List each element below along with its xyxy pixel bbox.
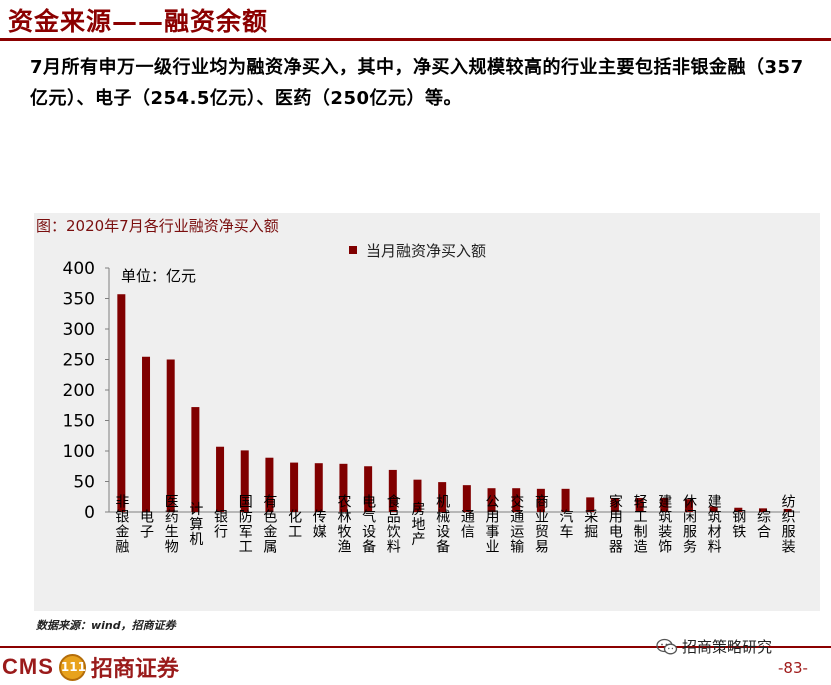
x-tick-label: 房地产 [409,502,425,547]
y-tick-label: 50 [73,473,95,493]
x-tick-label: 休闲服务 [681,494,697,554]
company-logo: CMS 111 招商证券 [2,651,179,683]
x-tick-label: 汽车 [558,509,574,539]
y-tick-label: 0 [84,503,95,523]
bar [783,508,792,512]
x-tick-label: 公用事业 [484,494,500,554]
bar [314,463,323,512]
bar [536,488,545,512]
bar [758,508,767,512]
bar [388,469,397,512]
bar [462,485,471,512]
bar [216,446,225,512]
logo-coin-icon: 111 [58,653,86,681]
x-tick-label: 非银金融 [113,494,129,554]
bar [142,356,151,512]
x-tick-label: 纺织服装 [780,494,796,554]
y-tick-label: 250 [63,351,95,371]
x-tick-label: 化工 [286,509,302,539]
wechat-account-name: 招商策略研究 [682,638,773,656]
page-title: 资金来源——融资余额 [8,7,269,36]
bar [290,462,299,512]
x-tick-label: 商业贸易 [533,494,549,554]
chart-panel [34,213,820,611]
y-tick-label: 100 [63,442,95,462]
x-tick-label: 采掘 [582,509,598,539]
bar [734,507,743,512]
bar [512,488,521,512]
bar [166,359,175,512]
bar [438,482,447,512]
bar [684,499,693,512]
unit-note: 单位：亿元 [121,267,196,285]
x-tick-label: 医药生物 [163,494,179,554]
y-tick-label: 150 [63,412,95,432]
bar [487,488,496,512]
x-tick-label: 计算机 [187,502,203,547]
x-tick-label: 综合 [755,509,771,539]
logo-cms-text: CMS [2,654,54,679]
x-tick-label: 有色金属 [261,494,277,554]
y-tick-label: 350 [63,290,95,310]
x-tick-label: 交通运输 [508,493,524,554]
bar [660,497,669,512]
y-tick-label: 400 [63,259,95,279]
bar [364,466,373,512]
data-source-note: 数据来源：wind，招商证券 [36,619,176,632]
x-tick-label: 机械设备 [434,494,450,554]
x-tick-label: 农林牧渔 [335,494,351,554]
x-tick-label: 国防军工 [237,494,253,554]
bar [635,497,644,512]
bar [240,450,249,512]
bar [709,506,718,512]
x-tick-label: 电子 [138,509,154,539]
x-tick-label: 轻工制造 [632,494,648,554]
bar [191,407,200,512]
x-tick-label: 电气设备 [360,494,376,554]
bar [586,497,595,512]
x-tick-label: 食品饮料 [385,493,401,554]
bar [561,488,570,512]
x-tick-label: 家用电器 [607,493,623,554]
wechat-icon [656,638,678,654]
page-number: -83- [778,659,808,677]
title-divider [0,38,831,41]
chart-title: 图：2020年7月各行业融资净买入额 [36,217,279,235]
wechat-account: 招商策略研究 [656,636,772,657]
bar [117,294,126,512]
y-tick-label: 300 [63,320,95,340]
chart-legend: 当月融资净买入额 [349,240,486,261]
y-tick-label: 200 [63,381,95,401]
legend-swatch [349,245,357,254]
bar [610,497,619,512]
x-tick-label: 银行 [212,509,228,539]
legend-label: 当月融资净买入额 [366,242,487,260]
lead-paragraph: 7月所有申万一级行业均为融资净买入，其中，净买入规模较高的行业主要包括非银金融（… [30,57,804,109]
bar [265,457,274,512]
x-tick-label: 建筑装饰 [656,494,672,554]
x-tick-label: 通信 [459,509,475,539]
logo-company-name: 招商证券 [90,657,179,682]
x-tick-label: 钢铁 [730,509,746,539]
x-tick-label: 传媒 [311,509,327,539]
bar [339,463,348,512]
footer-divider [0,646,831,648]
bar [413,479,422,512]
x-tick-label: 建筑材料 [706,494,722,554]
